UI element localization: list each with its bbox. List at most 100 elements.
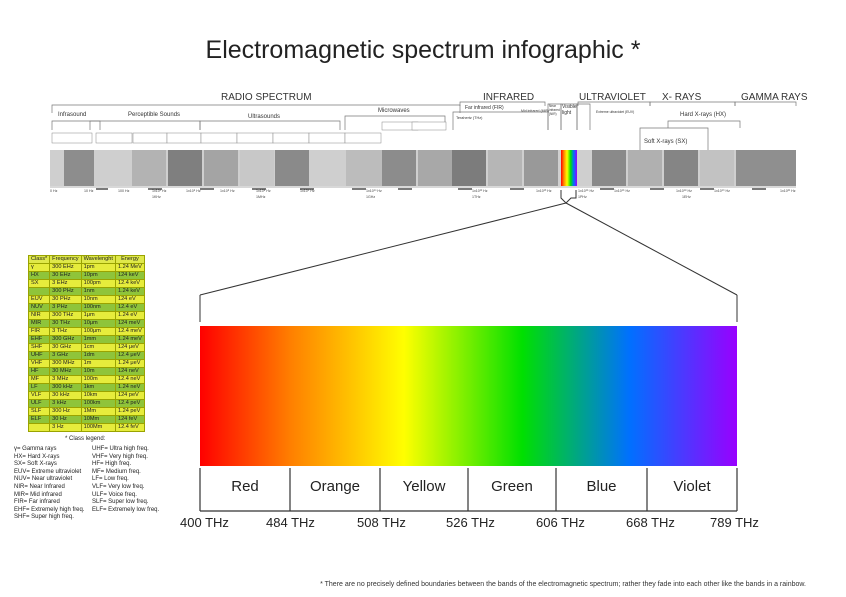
table-cell: 30 PHz (49, 295, 82, 304)
class-legend-item: UHF= Ultra high freq. (92, 446, 149, 452)
table-cell (27, 423, 51, 432)
table-cell: 124 eV (114, 295, 145, 304)
table-cell: HF (27, 367, 51, 376)
frequency-label: 484 THz (266, 515, 315, 530)
table-row: ULF 3 kHz 100km 12.4 peV (27, 399, 145, 408)
table-cell: SHF (27, 343, 51, 352)
table-cell: 30 THz (49, 319, 82, 328)
table-cell: 3 Hz (49, 423, 82, 432)
frequency-label: 606 THz (536, 515, 585, 530)
table-row: NIR 300 THz 1μm 1.24 eV (27, 311, 145, 320)
frequency-label: 526 THz (446, 515, 495, 530)
axis-unit: 1KHz (152, 195, 161, 199)
color-label-violet: Violet (673, 478, 711, 495)
table-cell: 124 peV (114, 391, 145, 400)
region-ultraviolet: ULTRAVIOLET (579, 92, 646, 103)
page-title: Electromagnetic spectrum infographic * (205, 36, 641, 64)
table-cell: 1μm (80, 311, 116, 320)
table-row: NUV 3 PHz 100nm 12.4 eV (27, 303, 145, 312)
table-cell: MIR (27, 319, 51, 328)
table-cell: 30 Hz (49, 415, 82, 424)
table-cell: 1m (80, 359, 116, 368)
axis-tick: 100 Hz (118, 189, 130, 193)
subband-extreme-uv: Extreme ultraviolet (EUV) (596, 110, 635, 114)
table-cell (27, 287, 51, 296)
table-cell: 1dm (80, 351, 116, 360)
table-cell: 300 EHz (49, 263, 82, 272)
table-cell: 300 kHz (49, 383, 82, 392)
table-cell: 30 EHz (49, 271, 82, 280)
table-cell: 300 THz (49, 311, 82, 320)
table-cell: NUV (27, 303, 51, 312)
table-cell: 12.4 peV (114, 399, 145, 408)
classification-table: Class* Frequency Wavelenght Energy γ 300 … (27, 255, 145, 432)
table-cell: 12.4 μeV (114, 351, 145, 360)
table-cell: 3 EHz (49, 279, 82, 288)
region-gamma-rays: GAMMA RAYS (741, 92, 808, 103)
subband-terahertz: Terahertz (THz) (456, 116, 483, 120)
frequency-label: 668 THz (626, 515, 675, 530)
color-label-green: Green (491, 478, 533, 495)
table-cell: 1km (80, 383, 116, 392)
axis-tick: 1x10¹⁸ Hz (676, 189, 692, 193)
subband-visible-light: Visible light (562, 104, 577, 116)
axis-unit: 1MHz (256, 195, 266, 199)
table-cell: 10nm (80, 295, 116, 304)
class-legend-item: SLF= Super low freq. (92, 499, 149, 506)
table-cell: 300 Hz (49, 407, 82, 416)
table-cell: 100km (80, 399, 116, 408)
table-cell: 124 meV (114, 319, 145, 328)
table-cell: 3 THz (49, 327, 82, 336)
color-label-blue: Blue (586, 478, 617, 495)
color-label-yellow: Yellow (402, 478, 446, 495)
table-cell: 1.24 neV (114, 383, 145, 392)
table-row: γ 300 EHz 1pm 1.24 MeV (27, 263, 145, 272)
subband-ultrasounds: Ultrasounds (248, 114, 281, 120)
table-cell: γ (27, 263, 51, 272)
table-row: HF 30 MHz 10m 124 neV (27, 367, 145, 376)
table-row: HX 30 EHz 10pm 124 keV (27, 271, 145, 280)
table-row: EUV 30 PHz 10nm 124 eV (27, 295, 145, 304)
table-cell: 1.24 meV (114, 335, 145, 344)
class-legend-item: SX= Soft X-rays (14, 461, 57, 468)
table-row: MF 3 MHz 100m 12.4 neV (27, 375, 145, 384)
table-row: 3 Hz 100Mm 12.4 feV (27, 423, 145, 432)
table-cell: EUV (27, 295, 51, 304)
table-cell: 1.24 keV (114, 287, 145, 296)
table-cell: ULF (27, 399, 51, 408)
table-row: VHF 300 MHz 1m 1.24 μeV (27, 359, 145, 368)
class-legend-item: EHF= Extremely high freq. (14, 506, 85, 513)
table-cell: 1.24 μeV (114, 359, 145, 368)
table-cell: 10km (80, 391, 116, 400)
axis-tick: 1x10⁹ Hz (300, 189, 315, 193)
class-legend-title: * Class legend: (65, 436, 106, 442)
table-cell: VHF (27, 359, 51, 368)
subband-hard-xrays: Hard X-rays (HX) (680, 112, 727, 118)
table-row: VLF 30 kHz 10km 124 peV (27, 391, 145, 400)
table-cell: 10μm (80, 319, 116, 328)
table-cell: MF (27, 375, 51, 384)
subband-mid-infrared: Mid infrared (MIR) (521, 109, 550, 113)
table-cell: 12.4 neV (114, 375, 145, 384)
table-cell: 300 GHz (49, 335, 82, 344)
table-cell: 30 MHz (49, 367, 82, 376)
table-cell: ELF (27, 415, 51, 424)
table-cell: 100Mm (80, 423, 116, 432)
table-cell: 10Mm (80, 415, 116, 424)
table-cell: 3 MHz (49, 375, 82, 384)
axis-unit: 1EHz (682, 195, 691, 199)
table-cell: HX (27, 271, 51, 280)
table-row: FIR 3 THz 100μm 12.4 meV (27, 327, 145, 336)
axis-tick: 0 Hz (50, 189, 58, 193)
subband-perceptible-sounds: Perceptible Sounds (128, 112, 181, 118)
table-cell: 10pm (80, 271, 116, 280)
table-cell: 10m (80, 367, 116, 376)
axis-tick: 10 Hz (84, 189, 94, 193)
table-cell: 1.24 eV (114, 311, 145, 320)
table-cell: 3 PHz (49, 303, 82, 312)
class-legend-item: ELF= Extremely low freq. (92, 506, 160, 513)
class-legend-item: HF= High freq. (92, 461, 132, 468)
axis-tick: 1x10³ Hz (152, 189, 167, 193)
class-legend-item: ULF= Voice freq. (92, 491, 137, 498)
table-row: SLF 300 Hz 1Mm 1.24 peV (27, 407, 145, 416)
